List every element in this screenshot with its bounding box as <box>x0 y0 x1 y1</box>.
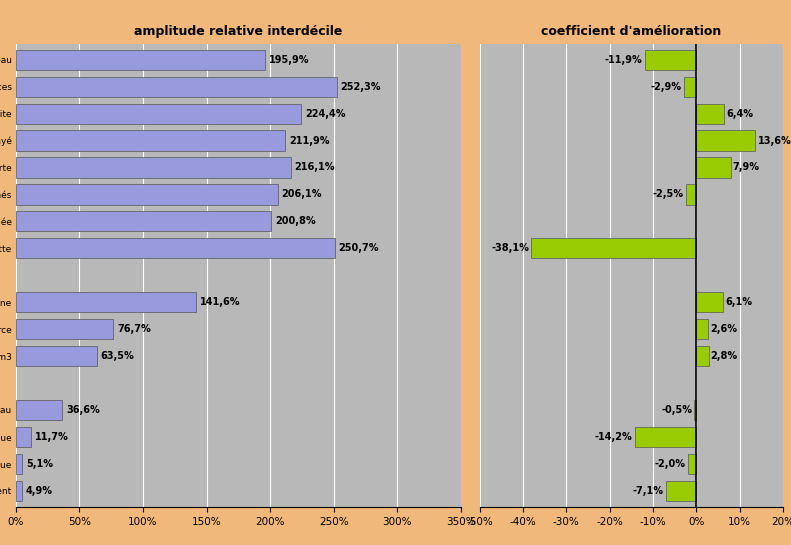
Bar <box>696 319 708 339</box>
Title: amplitude relative interdécile: amplitude relative interdécile <box>134 25 343 38</box>
Bar <box>687 453 696 474</box>
Text: 36,6%: 36,6% <box>66 405 100 415</box>
Bar <box>16 319 113 339</box>
Text: 206,1%: 206,1% <box>282 190 322 199</box>
Text: 2,6%: 2,6% <box>710 324 737 334</box>
Bar <box>696 158 731 178</box>
Text: 11,7%: 11,7% <box>35 432 68 442</box>
Bar <box>16 158 290 178</box>
Text: 252,3%: 252,3% <box>340 82 381 92</box>
Title: coefficient d'amélioration: coefficient d'amélioration <box>541 25 721 38</box>
Bar <box>683 77 696 97</box>
Bar <box>696 130 755 150</box>
Text: -7,1%: -7,1% <box>633 486 664 496</box>
Text: 6,4%: 6,4% <box>726 108 753 119</box>
Text: 2,8%: 2,8% <box>710 351 738 361</box>
Bar <box>16 292 196 312</box>
Text: -2,5%: -2,5% <box>653 190 683 199</box>
Text: -14,2%: -14,2% <box>595 432 633 442</box>
Text: 211,9%: 211,9% <box>289 136 330 146</box>
Text: 76,7%: 76,7% <box>117 324 151 334</box>
Bar <box>696 292 723 312</box>
Text: -0,5%: -0,5% <box>661 405 692 415</box>
Bar <box>635 427 696 447</box>
Text: 4,9%: 4,9% <box>26 486 53 496</box>
Bar <box>645 50 696 70</box>
Bar <box>696 104 724 124</box>
Bar <box>16 346 97 366</box>
Text: 141,6%: 141,6% <box>199 297 240 307</box>
Text: -2,9%: -2,9% <box>651 82 682 92</box>
Bar <box>16 50 265 70</box>
Text: -2,0%: -2,0% <box>654 459 686 469</box>
Text: 195,9%: 195,9% <box>269 54 309 65</box>
Text: 216,1%: 216,1% <box>294 162 335 172</box>
Bar <box>16 104 301 124</box>
Bar <box>694 400 696 420</box>
Text: 224,4%: 224,4% <box>305 108 346 119</box>
Bar <box>16 211 271 232</box>
Text: 6,1%: 6,1% <box>725 297 752 307</box>
Bar <box>665 481 696 501</box>
Bar <box>16 77 337 97</box>
Bar <box>16 184 278 204</box>
Bar <box>686 184 696 204</box>
Bar <box>16 400 62 420</box>
Bar <box>16 481 22 501</box>
Text: -11,9%: -11,9% <box>605 54 642 65</box>
Text: 7,9%: 7,9% <box>732 162 760 172</box>
Text: 250,7%: 250,7% <box>339 243 379 253</box>
Bar <box>16 453 22 474</box>
Bar <box>16 238 335 258</box>
Bar <box>696 346 709 366</box>
Text: 13,6%: 13,6% <box>758 136 791 146</box>
Bar <box>16 427 31 447</box>
Text: 63,5%: 63,5% <box>100 351 134 361</box>
Bar <box>16 130 286 150</box>
Text: 5,1%: 5,1% <box>26 459 53 469</box>
Bar <box>532 238 696 258</box>
Text: -38,1%: -38,1% <box>491 243 529 253</box>
Text: 200,8%: 200,8% <box>275 216 316 226</box>
